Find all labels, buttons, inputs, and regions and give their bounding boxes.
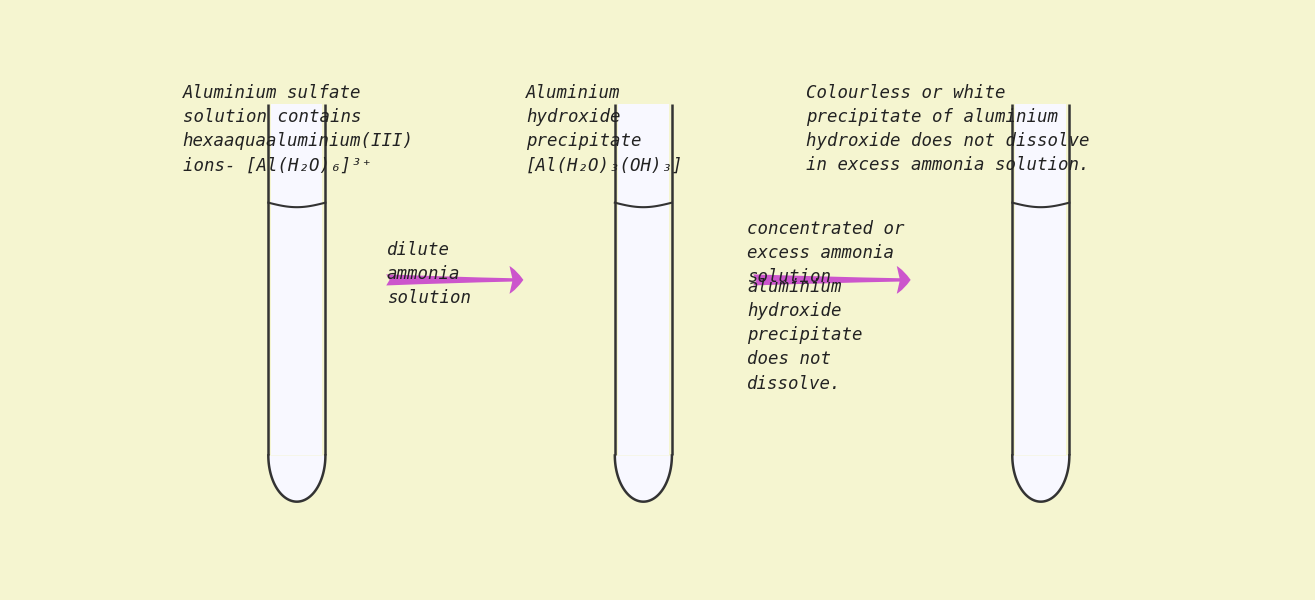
Text: aluminium
hydroxide
precipitate
does not
dissolve.: aluminium hydroxide precipitate does not…: [747, 278, 863, 393]
Text: Colourless or white
precipitate of aluminium
hydroxide does not dissolve
in exce: Colourless or white precipitate of alumi…: [806, 83, 1090, 175]
Text: dilute
ammonia
solution: dilute ammonia solution: [387, 241, 471, 307]
Polygon shape: [268, 455, 325, 502]
Text: Aluminium
hydroxide
precipitate
[Al(H₂O)₃(OH)₃]: Aluminium hydroxide precipitate [Al(H₂O)…: [526, 83, 684, 175]
Polygon shape: [615, 455, 672, 502]
Polygon shape: [1013, 455, 1069, 502]
Text: concentrated or
excess ammonia
solution: concentrated or excess ammonia solution: [747, 220, 905, 286]
Text: Aluminium sulfate
solution contains
hexaaquaaluminium(III)
ions- [Al(H₂O)₆]³⁺: Aluminium sulfate solution contains hexa…: [183, 83, 414, 175]
Bar: [271, 104, 322, 455]
Bar: [618, 104, 669, 455]
Bar: [1015, 104, 1066, 455]
